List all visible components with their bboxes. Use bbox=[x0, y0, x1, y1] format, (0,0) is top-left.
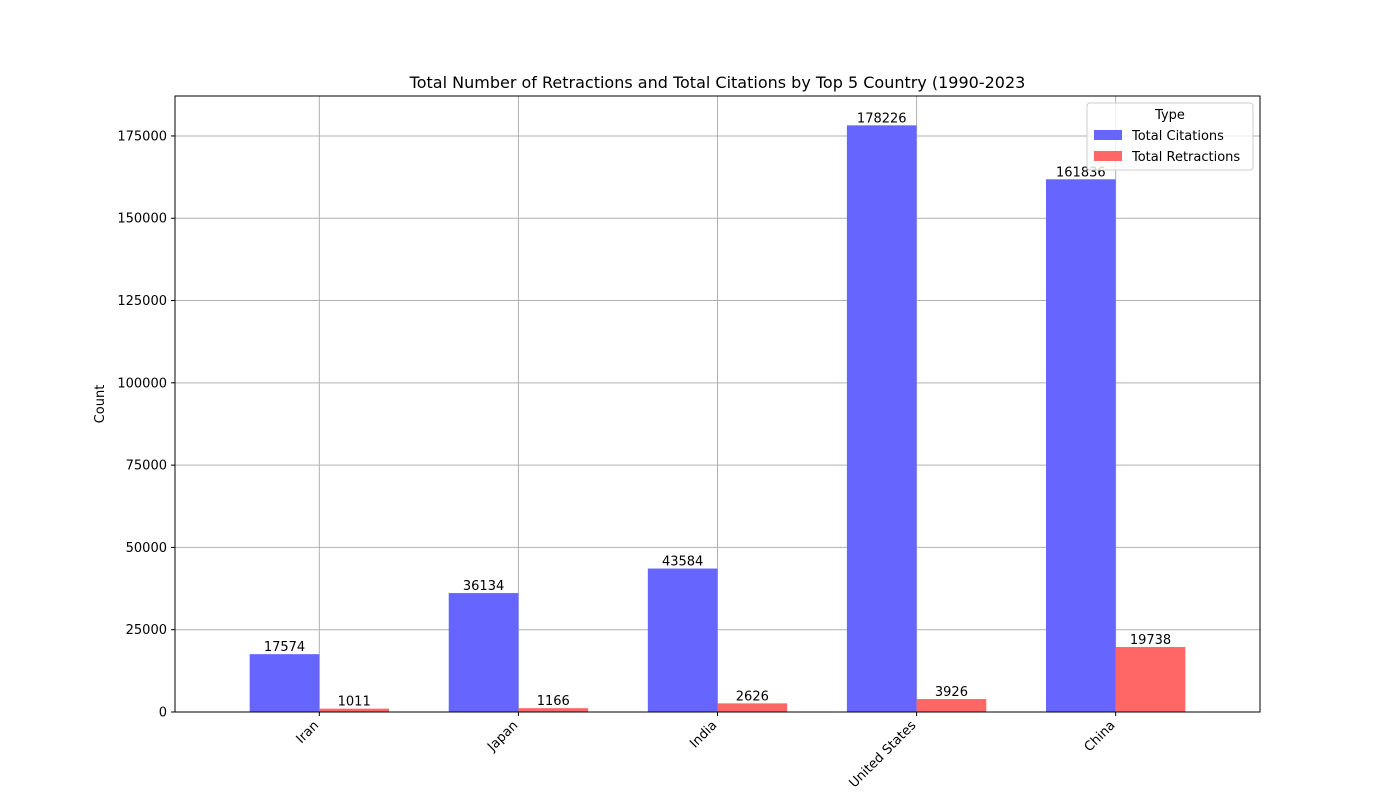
y-tick-label: 75000 bbox=[126, 459, 167, 474]
legend-label-total-retractions: Total Retractions bbox=[1131, 150, 1240, 165]
bar-label-total-citations-united-states: 178226 bbox=[857, 111, 907, 126]
bar-total-citations-iran bbox=[249, 654, 320, 712]
legend-frame bbox=[1086, 102, 1254, 171]
bar-total-citations-china bbox=[1045, 179, 1116, 712]
bar-label-total-retractions-japan: 1166 bbox=[537, 694, 570, 709]
bar-total-citations-japan bbox=[448, 593, 519, 712]
y-tick-label: 0 bbox=[159, 706, 167, 721]
bar-label-total-retractions-china: 19738 bbox=[1130, 633, 1171, 648]
bar-label-total-retractions-iran: 1011 bbox=[338, 695, 371, 710]
bar-label-total-citations-india: 43584 bbox=[662, 555, 703, 570]
bar-total-citations-india bbox=[647, 568, 718, 712]
legend-label-total-citations: Total Citations bbox=[1131, 129, 1224, 144]
bar-label-total-citations-japan: 36134 bbox=[463, 579, 504, 594]
y-tick-label: 175000 bbox=[117, 129, 167, 144]
bar-total-citations-united-states bbox=[846, 125, 917, 713]
bar-total-retractions-japan bbox=[518, 708, 589, 712]
bar-total-retractions-iran bbox=[319, 708, 390, 712]
y-tick-label: 125000 bbox=[117, 294, 167, 309]
y-tick-label: 50000 bbox=[126, 541, 167, 556]
legend-title: Type bbox=[1154, 108, 1185, 123]
chart-title: Total Number of Retractions and Total Ci… bbox=[409, 73, 1026, 92]
bar-label-total-retractions-india: 2626 bbox=[736, 689, 769, 704]
bar-label-total-citations-iran: 17574 bbox=[264, 640, 305, 655]
legend: Type Total Citations Total Retractions bbox=[1086, 102, 1254, 171]
y-tick-label: 100000 bbox=[117, 376, 167, 391]
y-tick-label: 25000 bbox=[126, 623, 167, 638]
legend-swatch-total-retractions bbox=[1094, 151, 1122, 161]
bar-total-retractions-united-states bbox=[916, 699, 987, 712]
bars bbox=[249, 125, 1186, 713]
bar-total-retractions-china bbox=[1115, 647, 1186, 712]
y-tick-label: 150000 bbox=[117, 212, 167, 227]
bar-label-total-retractions-united-states: 3926 bbox=[935, 685, 968, 700]
bar-total-retractions-india bbox=[717, 703, 788, 712]
y-axis-label: Count bbox=[93, 385, 108, 424]
legend-swatch-total-citations bbox=[1094, 130, 1122, 140]
